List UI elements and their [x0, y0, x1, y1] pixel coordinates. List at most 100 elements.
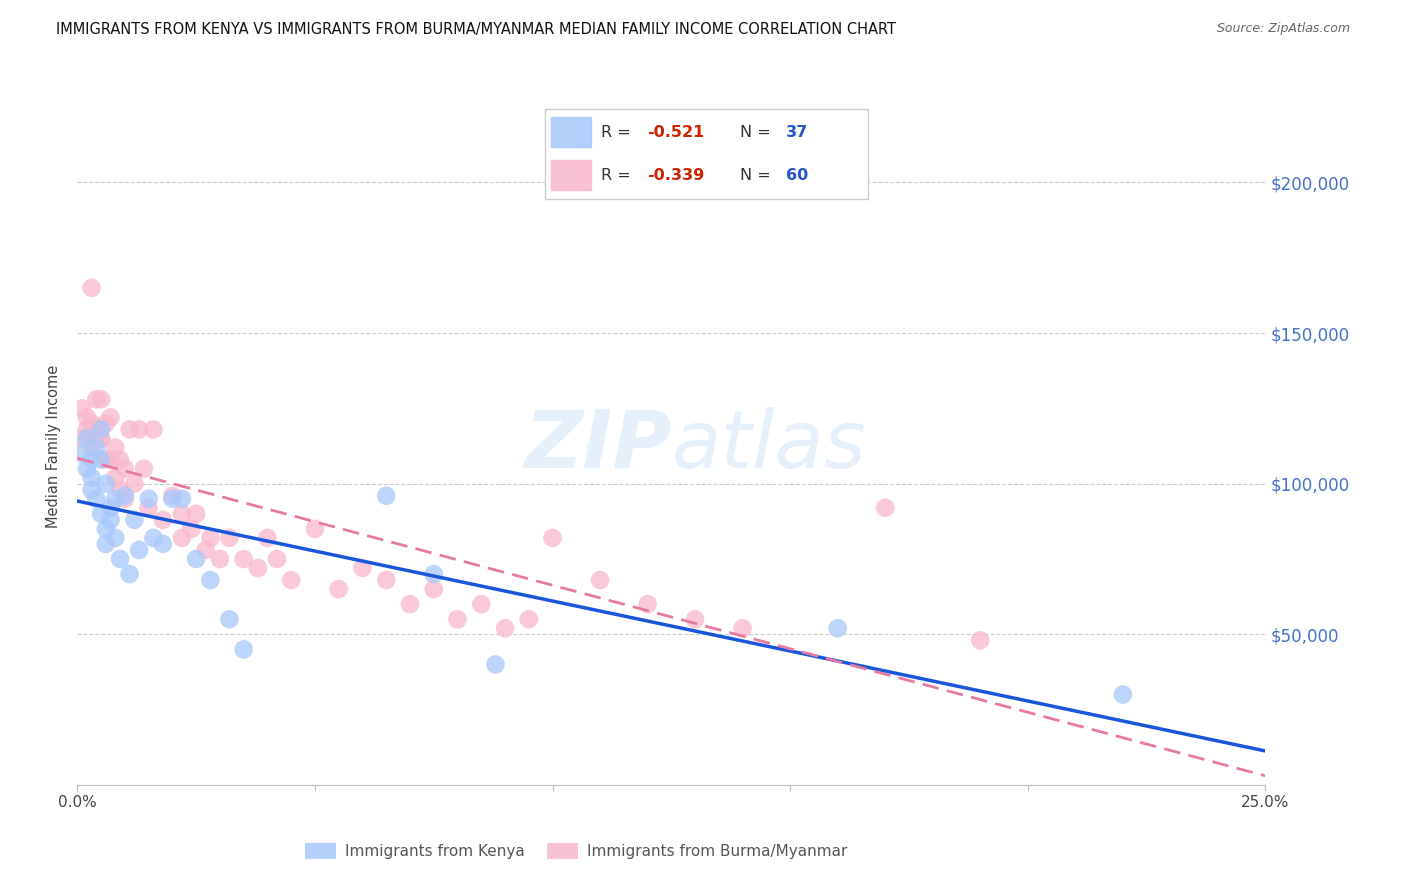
- Y-axis label: Median Family Income: Median Family Income: [46, 364, 62, 528]
- Point: [470, 597, 492, 611]
- Point: [86, 441, 108, 455]
- Point: [446, 612, 468, 626]
- Point: [246, 561, 269, 575]
- Point: [100, 410, 122, 425]
- Text: N =: N =: [740, 168, 776, 183]
- Point: [152, 537, 174, 551]
- Point: [162, 491, 184, 506]
- Point: [232, 642, 254, 657]
- Point: [208, 552, 231, 566]
- Point: [180, 522, 202, 536]
- Point: [124, 476, 146, 491]
- Point: [328, 582, 350, 596]
- Point: [76, 422, 98, 436]
- Point: [280, 573, 302, 587]
- Point: [114, 461, 136, 475]
- Text: ZIP: ZIP: [524, 407, 672, 485]
- Point: [423, 582, 446, 596]
- Point: [200, 531, 222, 545]
- Point: [494, 621, 516, 635]
- Point: [256, 531, 278, 545]
- Point: [138, 500, 160, 515]
- Text: R =: R =: [600, 125, 636, 140]
- Point: [80, 281, 103, 295]
- Point: [186, 552, 208, 566]
- Point: [170, 531, 193, 545]
- Text: 60: 60: [786, 168, 808, 183]
- Point: [484, 657, 506, 672]
- Point: [218, 531, 240, 545]
- Point: [132, 461, 155, 475]
- Point: [969, 633, 991, 648]
- Point: [108, 452, 131, 467]
- Point: [104, 531, 127, 545]
- Text: atlas: atlas: [672, 407, 866, 485]
- Point: [76, 461, 98, 475]
- Point: [90, 507, 112, 521]
- Point: [80, 417, 103, 431]
- Point: [142, 531, 165, 545]
- Point: [186, 507, 208, 521]
- Point: [94, 417, 117, 431]
- Point: [266, 552, 288, 566]
- Point: [90, 432, 112, 446]
- Point: [70, 401, 93, 416]
- Point: [94, 476, 117, 491]
- Text: R =: R =: [600, 168, 636, 183]
- Point: [86, 392, 108, 407]
- Point: [76, 410, 98, 425]
- Point: [375, 573, 398, 587]
- Point: [683, 612, 706, 626]
- Point: [114, 489, 136, 503]
- Point: [80, 470, 103, 484]
- Point: [124, 513, 146, 527]
- Point: [232, 552, 254, 566]
- Point: [90, 422, 112, 436]
- FancyBboxPatch shape: [544, 109, 869, 199]
- Point: [637, 597, 659, 611]
- Point: [94, 522, 117, 536]
- Point: [218, 612, 240, 626]
- Point: [86, 422, 108, 436]
- Point: [423, 567, 446, 582]
- Point: [200, 573, 222, 587]
- Point: [108, 483, 131, 497]
- Point: [1112, 688, 1135, 702]
- Bar: [551, 161, 591, 190]
- Point: [352, 561, 374, 575]
- Text: -0.521: -0.521: [647, 125, 704, 140]
- Point: [90, 452, 112, 467]
- Text: N =: N =: [740, 125, 776, 140]
- Point: [90, 392, 112, 407]
- Point: [100, 500, 122, 515]
- Point: [194, 543, 217, 558]
- Point: [114, 491, 136, 506]
- Point: [118, 422, 141, 436]
- Point: [86, 491, 108, 506]
- Text: -0.339: -0.339: [647, 168, 704, 183]
- Point: [76, 432, 98, 446]
- Point: [128, 543, 150, 558]
- Point: [170, 491, 193, 506]
- Point: [170, 507, 193, 521]
- Point: [118, 567, 141, 582]
- Point: [827, 621, 849, 635]
- Point: [399, 597, 422, 611]
- Point: [94, 537, 117, 551]
- Point: [80, 452, 103, 467]
- Point: [90, 432, 112, 446]
- Point: [142, 422, 165, 436]
- Point: [128, 422, 150, 436]
- Text: 37: 37: [786, 125, 808, 140]
- Point: [541, 531, 564, 545]
- Point: [80, 483, 103, 497]
- Point: [589, 573, 612, 587]
- Point: [104, 470, 127, 484]
- Point: [70, 446, 93, 460]
- Point: [162, 489, 184, 503]
- Point: [517, 612, 540, 626]
- Point: [100, 452, 122, 467]
- Legend: Immigrants from Kenya, Immigrants from Burma/Myanmar: Immigrants from Kenya, Immigrants from B…: [299, 838, 853, 865]
- Point: [94, 452, 117, 467]
- Text: IMMIGRANTS FROM KENYA VS IMMIGRANTS FROM BURMA/MYANMAR MEDIAN FAMILY INCOME CORR: IMMIGRANTS FROM KENYA VS IMMIGRANTS FROM…: [56, 22, 896, 37]
